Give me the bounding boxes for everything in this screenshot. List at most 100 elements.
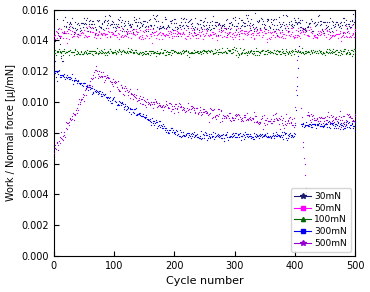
500mN — [319, 115, 325, 120]
100mN — [249, 48, 255, 53]
500mN — [199, 112, 205, 117]
30mN — [206, 24, 212, 29]
500mN — [292, 120, 298, 125]
300mN — [215, 132, 221, 137]
30mN — [300, 26, 306, 31]
500mN — [236, 113, 242, 117]
300mN — [147, 119, 153, 124]
500mN — [288, 119, 294, 124]
30mN — [187, 18, 193, 22]
30mN — [180, 22, 186, 27]
500mN — [347, 115, 353, 119]
300mN — [325, 120, 331, 125]
100mN — [211, 51, 217, 55]
300mN — [186, 130, 192, 135]
300mN — [228, 135, 233, 140]
500mN — [210, 115, 216, 119]
50mN — [280, 31, 286, 36]
100mN — [245, 50, 251, 55]
500mN — [78, 96, 84, 101]
500mN — [152, 97, 158, 101]
50mN — [233, 27, 239, 32]
100mN — [100, 51, 105, 55]
100mN — [64, 49, 70, 54]
500mN — [319, 115, 324, 120]
500mN — [254, 119, 260, 123]
500mN — [309, 117, 315, 121]
50mN — [171, 28, 176, 32]
300mN — [190, 131, 196, 136]
500mN — [145, 99, 151, 104]
100mN — [290, 48, 296, 53]
500mN — [96, 68, 102, 73]
30mN — [94, 28, 100, 32]
300mN — [208, 132, 214, 136]
30mN — [125, 20, 131, 25]
50mN — [286, 33, 292, 37]
100mN — [291, 52, 297, 57]
300mN — [253, 135, 259, 140]
500mN — [234, 113, 240, 118]
30mN — [68, 20, 74, 24]
300mN — [288, 133, 294, 137]
100mN — [57, 48, 63, 53]
500mN — [253, 120, 259, 125]
50mN — [265, 29, 271, 34]
100mN — [346, 52, 352, 57]
50mN — [316, 31, 322, 36]
30mN — [188, 17, 194, 22]
300mN — [252, 137, 258, 142]
300mN — [218, 135, 223, 140]
500mN — [150, 105, 156, 110]
300mN — [349, 121, 354, 126]
500mN — [330, 114, 336, 119]
100mN — [319, 51, 325, 56]
300mN — [101, 93, 107, 98]
300mN — [216, 133, 222, 138]
30mN — [240, 21, 246, 25]
500mN — [54, 140, 60, 145]
500mN — [286, 121, 292, 126]
300mN — [73, 75, 78, 80]
100mN — [347, 52, 353, 57]
30mN — [165, 24, 171, 28]
50mN — [156, 31, 162, 36]
50mN — [181, 32, 187, 36]
30mN — [57, 36, 63, 40]
100mN — [272, 48, 278, 53]
30mN — [145, 29, 151, 33]
100mN — [266, 49, 272, 53]
500mN — [115, 78, 121, 83]
300mN — [302, 124, 307, 129]
500mN — [343, 118, 349, 122]
500mN — [238, 117, 243, 121]
500mN — [99, 73, 105, 78]
300mN — [322, 121, 328, 126]
30mN — [113, 22, 119, 27]
50mN — [63, 35, 69, 40]
300mN — [127, 106, 133, 111]
30mN — [345, 22, 351, 26]
50mN — [77, 33, 83, 37]
500mN — [186, 106, 192, 111]
100mN — [283, 49, 289, 54]
100mN — [157, 50, 163, 54]
100mN — [293, 49, 299, 53]
300mN — [306, 121, 312, 126]
50mN — [112, 29, 118, 33]
50mN — [244, 31, 250, 35]
30mN — [283, 12, 289, 17]
30mN — [245, 13, 251, 18]
100mN — [140, 51, 146, 56]
100mN — [67, 48, 73, 53]
50mN — [305, 33, 310, 38]
100mN — [348, 48, 354, 53]
500mN — [219, 119, 225, 124]
50mN — [162, 34, 168, 39]
50mN — [76, 33, 82, 37]
500mN — [314, 116, 320, 121]
50mN — [292, 35, 298, 40]
50mN — [338, 34, 344, 39]
100mN — [147, 48, 153, 53]
50mN — [124, 31, 130, 36]
